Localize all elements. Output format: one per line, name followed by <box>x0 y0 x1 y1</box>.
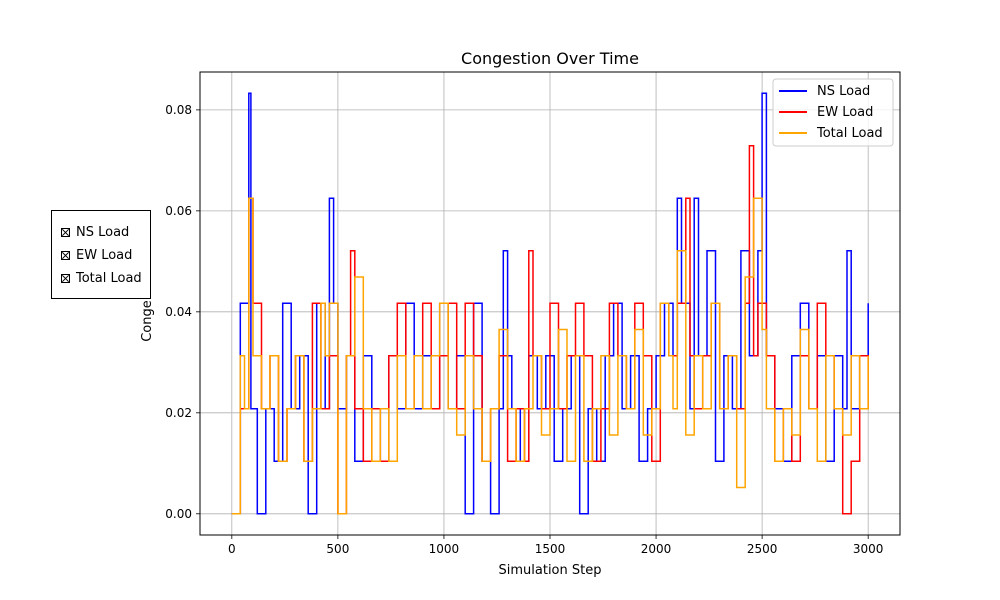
series-toggle-panel: NS Load EW Load Total Load <box>51 210 151 299</box>
checkbox-icon[interactable] <box>61 250 70 260</box>
checkbox-icon[interactable] <box>61 227 70 237</box>
toggle-ew-load[interactable]: EW Load <box>61 245 132 265</box>
legend-label: NS Load <box>817 84 870 99</box>
chart-title: Congestion Over Time <box>461 49 639 68</box>
legend-label: EW Load <box>817 105 873 120</box>
toggle-label: NS Load <box>76 224 130 240</box>
x-tick-label: 1000 <box>429 542 460 556</box>
legend-label: Total Load <box>816 126 883 141</box>
legend-box <box>772 78 894 147</box>
toggle-total-load[interactable]: Total Load <box>61 268 142 288</box>
x-tick-label: 2000 <box>641 542 672 556</box>
checkbox-icon[interactable] <box>61 273 70 283</box>
x-tick-label: 2500 <box>747 542 778 556</box>
y-axis-label: Conge <box>140 300 155 342</box>
y-tick-label: 0.04 <box>165 305 192 319</box>
y-tick-label: 0.02 <box>165 406 192 420</box>
toggle-label: Total Load <box>76 270 142 286</box>
series-line-ns-load <box>231 92 869 515</box>
toggle-label: EW Load <box>76 247 133 263</box>
x-axis: 0 500 1000 1500 2000 2500 3000 <box>228 535 883 556</box>
toggle-ns-load[interactable]: NS Load <box>61 222 129 242</box>
x-tick-label: 500 <box>326 542 349 556</box>
x-tick-label: 0 <box>228 542 236 556</box>
series-layer <box>231 92 869 515</box>
legend: NS Load EW Load Total Load <box>772 78 894 147</box>
y-tick-label: 0.08 <box>165 103 192 117</box>
series-line-total-load <box>231 197 869 515</box>
y-tick-label: 0.06 <box>165 204 192 218</box>
x-tick-label: 1500 <box>535 542 566 556</box>
x-tick-label: 3000 <box>853 542 884 556</box>
x-axis-label: Simulation Step <box>499 563 602 578</box>
y-tick-label: 0.00 <box>165 507 192 521</box>
y-axis: 0.00 0.02 0.04 0.06 0.08 <box>165 103 200 521</box>
